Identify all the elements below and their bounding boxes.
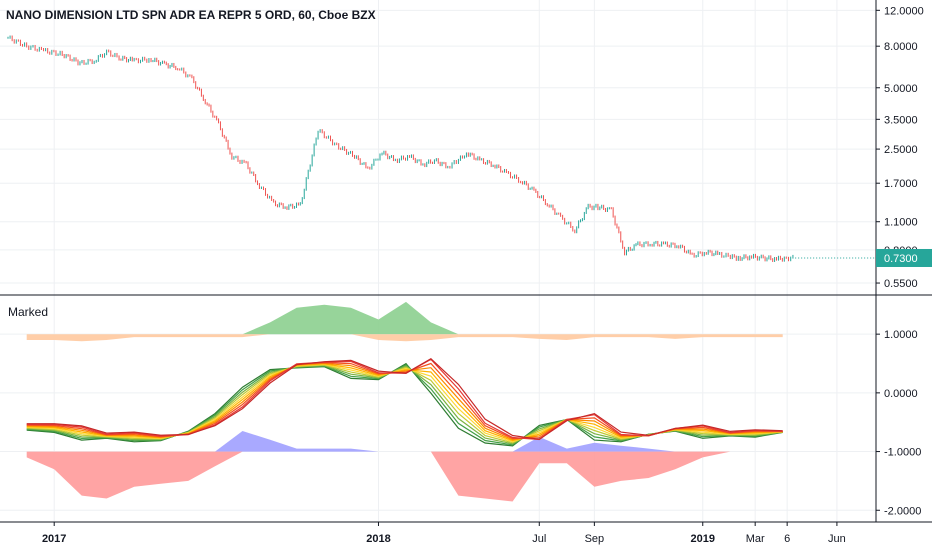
bottom-down-area xyxy=(26,451,783,502)
price-series xyxy=(7,35,794,262)
top-positive-area xyxy=(26,301,783,335)
price-axis-tick-label: 2.5000 xyxy=(884,144,918,156)
time-axis-tick-label: Mar xyxy=(746,533,765,545)
last-price-label: 0.7300 xyxy=(884,253,918,265)
top-negative-area xyxy=(26,334,783,342)
indicator-axis-tick-label: 1.0000 xyxy=(884,329,918,341)
price-axis: 12.0000 8.0000 5.0000 3.5000 2.5000 1.7000 1.1… xyxy=(876,5,924,290)
oscillator-ribbon xyxy=(26,357,783,447)
time-axis-tick-label: Jun xyxy=(828,533,846,545)
price-axis-tick-label: 1.1000 xyxy=(884,217,918,229)
last-price-badge xyxy=(876,248,932,267)
time-axis-tick-label: Sep xyxy=(585,533,605,545)
time-axis-tick-label: 2018 xyxy=(366,533,390,545)
time-axis-tick-label: 6 xyxy=(784,533,790,545)
price-axis-tick-label: 12.0000 xyxy=(884,5,924,17)
price-axis-tick-label: 1.7000 xyxy=(884,178,918,190)
chart-title: NANO DIMENSION LTD SPN ADR EA REPR 5 ORD… xyxy=(6,8,376,22)
time-axis-tick-label: Jul xyxy=(532,533,546,545)
indicator-pane-label: Marked xyxy=(8,305,49,319)
ribbon-line xyxy=(26,357,783,440)
price-axis-tick-label: 0.5500 xyxy=(884,278,918,290)
price-axis-tick-label: 8.0000 xyxy=(884,41,918,53)
price-axis-tick-label: 3.5000 xyxy=(884,114,918,126)
indicator-axis: 1.0000 0.0000 -1.0000 -2.0000 xyxy=(876,329,921,517)
time-axis: 2017 2018 Jul Sep 2019 Mar 6 Jun xyxy=(42,522,846,545)
bottom-up-area xyxy=(26,431,783,452)
indicator-fills xyxy=(26,301,783,502)
grid-lines xyxy=(0,0,876,522)
price-axis-tick-label: 5.0000 xyxy=(884,83,918,95)
time-axis-tick-label: 2017 xyxy=(42,533,66,545)
indicator-axis-tick-label: -2.0000 xyxy=(884,505,921,517)
indicator-axis-tick-label: -1.0000 xyxy=(884,447,921,459)
indicator-axis-tick-label: 0.0000 xyxy=(884,388,918,400)
time-axis-tick-label: 2019 xyxy=(691,533,715,545)
